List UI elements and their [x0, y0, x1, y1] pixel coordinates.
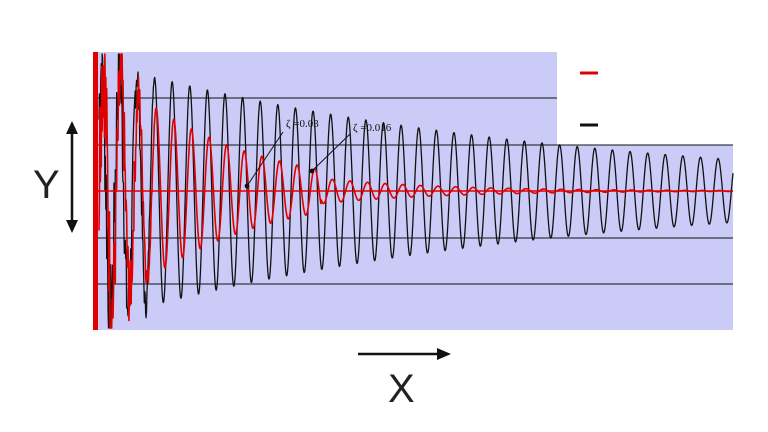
x-axis-label: X: [388, 367, 415, 411]
annotation-dot-1: [244, 183, 250, 189]
axes: Y X: [33, 121, 451, 411]
x-axis-arrowhead: [437, 348, 451, 360]
legend: [580, 71, 598, 127]
annotations: ζ =0.03 ζ =0.016: [244, 118, 392, 189]
y-axis-arrowhead-up: [66, 121, 78, 134]
annotation-label-1: ζ =0.03: [286, 118, 319, 130]
impulse-bar: [93, 52, 98, 330]
annotation-label-2: ζ =0.016: [353, 122, 392, 134]
y-axis-label: Y: [33, 163, 60, 207]
y-axis-arrowhead-down: [66, 220, 78, 233]
annotation-leader-2: [311, 133, 351, 172]
plot-area: [93, 52, 734, 330]
annotation-leader-1: [246, 131, 284, 187]
annotation-dot-2: [309, 168, 315, 174]
series-line-black: [98, 53, 734, 329]
